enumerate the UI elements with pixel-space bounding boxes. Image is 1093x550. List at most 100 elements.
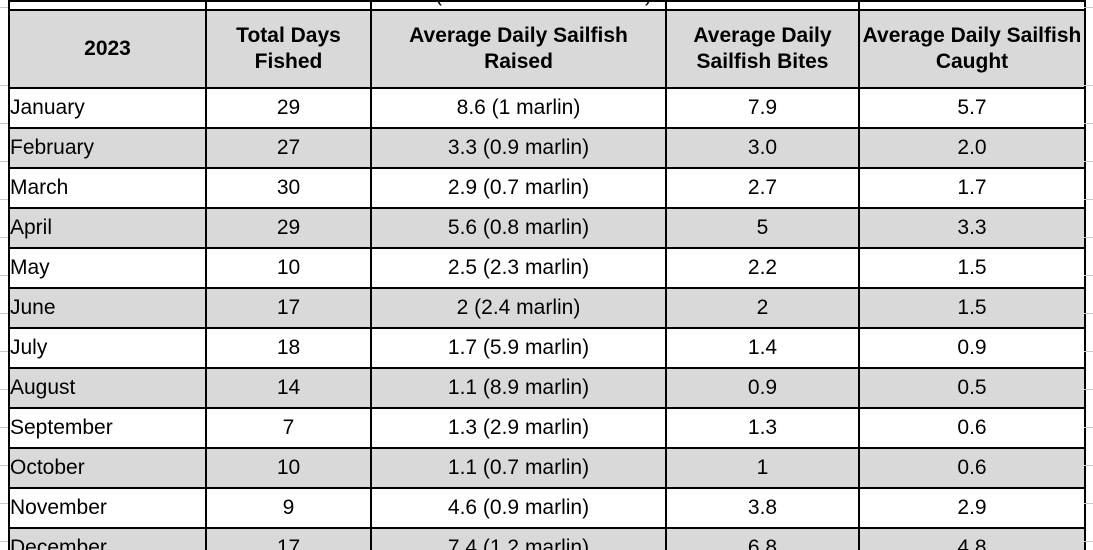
sailfish-caught-cell[interactable]: 3.3 <box>858 207 1086 249</box>
month-row-july: July 18 1.7 (5.9 marlin) 1.4 0.9 <box>8 327 1086 369</box>
month-row-february: February 27 3.3 (0.9 marlin) 3.0 2.0 <box>8 127 1086 169</box>
sailfish-raised-cell[interactable]: 2.9 (0.7 marlin) <box>370 167 667 209</box>
faint-gridline <box>0 237 8 238</box>
sailfish-raised-cell[interactable]: 1.7 (5.9 marlin) <box>370 327 667 369</box>
days-fished-cell[interactable]: 30 <box>205 167 372 209</box>
sailfish-raised-cell[interactable]: 2 (2.4 marlin) <box>370 287 667 329</box>
sailfish-caught-cell[interactable]: 1.7 <box>858 167 1086 209</box>
sailfish-raised-cell[interactable]: 5.6 (0.8 marlin) <box>370 207 667 249</box>
sailfish-raised-cell[interactable]: 1.1 (8.9 marlin) <box>370 367 667 409</box>
faint-gridline <box>0 199 8 200</box>
month-row-june: June 17 2 (2.4 marlin) 2 1.5 <box>8 287 1086 329</box>
faint-gridline <box>1084 503 1093 504</box>
sailfish-bites-cell[interactable]: 7.9 <box>665 87 860 129</box>
sailfish-caught-cell[interactable]: 2.0 <box>858 127 1086 169</box>
sailfish-caught-cell[interactable]: 2.9 <box>858 487 1086 529</box>
month-cell[interactable]: April <box>8 207 207 249</box>
faint-gridline <box>0 275 8 276</box>
clipped-previous-row: ( ) <box>8 0 1086 11</box>
sailfish-raised-cell[interactable]: 1.3 (2.9 marlin) <box>370 407 667 449</box>
faint-gridline <box>0 7 8 8</box>
header-avg-daily-sailfish-raised[interactable]: Average Daily Sailfish Raised <box>370 9 667 89</box>
sailfish-bites-cell[interactable]: 1.4 <box>665 327 860 369</box>
faint-gridline <box>1084 465 1093 466</box>
sailfish-raised-cell[interactable]: 3.3 (0.9 marlin) <box>370 127 667 169</box>
clipped-cell-raised-fragment[interactable]: ( ) <box>370 0 667 11</box>
sailfish-caught-cell[interactable]: 0.6 <box>858 407 1086 449</box>
sailfish-stats-table-2023: ( ) 2023 Total Days Fished Average Daily… <box>8 0 1086 550</box>
sailfish-caught-cell[interactable]: 1.5 <box>858 287 1086 329</box>
month-cell[interactable]: March <box>8 167 207 209</box>
sailfish-raised-cell[interactable]: 2.5 (2.3 marlin) <box>370 247 667 289</box>
faint-gridline <box>1084 427 1093 428</box>
header-avg-daily-sailfish-bites[interactable]: Average Daily Sailfish Bites <box>665 9 860 89</box>
header-avg-daily-sailfish-caught[interactable]: Average Daily Sailfish Caught <box>858 9 1086 89</box>
faint-gridline <box>0 503 8 504</box>
sailfish-bites-cell[interactable]: 1.3 <box>665 407 860 449</box>
faint-gridline <box>1084 351 1093 352</box>
month-cell[interactable]: August <box>8 367 207 409</box>
month-cell[interactable]: December <box>8 527 207 550</box>
sailfish-bites-cell[interactable]: 2.7 <box>665 167 860 209</box>
header-row: 2023 Total Days Fished Average Daily Sai… <box>8 9 1086 89</box>
sailfish-caught-cell[interactable]: 0.6 <box>858 447 1086 489</box>
header-total-days-fished[interactable]: Total Days Fished <box>205 9 372 89</box>
sailfish-raised-cell[interactable]: 1.1 (0.7 marlin) <box>370 447 667 489</box>
month-cell[interactable]: September <box>8 407 207 449</box>
month-row-april: April 29 5.6 (0.8 marlin) 5 3.3 <box>8 207 1086 249</box>
days-fished-cell[interactable]: 7 <box>205 407 372 449</box>
sailfish-caught-cell[interactable]: 0.9 <box>858 327 1086 369</box>
clipped-cell[interactable] <box>665 0 860 11</box>
sailfish-raised-cell[interactable]: 7.4 (1.2 marlin) <box>370 527 667 550</box>
sailfish-caught-cell[interactable]: 5.7 <box>858 87 1086 129</box>
faint-gridline <box>0 313 8 314</box>
days-fished-cell[interactable]: 10 <box>205 247 372 289</box>
sailfish-bites-cell[interactable]: 2 <box>665 287 860 329</box>
faint-gridline <box>0 161 8 162</box>
month-cell[interactable]: November <box>8 487 207 529</box>
sailfish-bites-cell[interactable]: 1 <box>665 447 860 489</box>
sailfish-raised-cell[interactable]: 8.6 (1 marlin) <box>370 87 667 129</box>
month-row-january: January 29 8.6 (1 marlin) 7.9 5.7 <box>8 87 1086 129</box>
month-row-march: March 30 2.9 (0.7 marlin) 2.7 1.7 <box>8 167 1086 209</box>
clipped-cell[interactable] <box>858 0 1086 11</box>
month-cell[interactable]: May <box>8 247 207 289</box>
month-cell[interactable]: June <box>8 287 207 329</box>
days-fished-cell[interactable]: 14 <box>205 367 372 409</box>
days-fished-cell[interactable]: 10 <box>205 447 372 489</box>
faint-gridline <box>0 465 8 466</box>
faint-gridline <box>0 427 8 428</box>
sailfish-bites-cell[interactable]: 6.8 <box>665 527 860 550</box>
sailfish-caught-cell[interactable]: 4.8 <box>858 527 1086 550</box>
days-fished-cell[interactable]: 27 <box>205 127 372 169</box>
days-fished-cell[interactable]: 17 <box>205 287 372 329</box>
days-fished-cell[interactable]: 9 <box>205 487 372 529</box>
clipped-cell[interactable] <box>205 0 372 11</box>
month-cell[interactable]: July <box>8 327 207 369</box>
clipped-cell[interactable] <box>8 0 207 11</box>
month-cell[interactable]: October <box>8 447 207 489</box>
month-cell[interactable]: February <box>8 127 207 169</box>
days-fished-cell[interactable]: 29 <box>205 207 372 249</box>
sailfish-raised-cell[interactable]: 4.6 (0.9 marlin) <box>370 487 667 529</box>
sailfish-bites-cell[interactable]: 3.8 <box>665 487 860 529</box>
faint-gridline <box>0 389 8 390</box>
sailfish-bites-cell[interactable]: 5 <box>665 207 860 249</box>
month-cell[interactable]: January <box>8 87 207 129</box>
sailfish-caught-cell[interactable]: 0.5 <box>858 367 1086 409</box>
sailfish-bites-cell[interactable]: 3.0 <box>665 127 860 169</box>
paren-fragment: ( <box>435 3 442 8</box>
sailfish-bites-cell[interactable]: 0.9 <box>665 367 860 409</box>
faint-gridline <box>1084 275 1093 276</box>
faint-gridline <box>1084 313 1093 314</box>
faint-gridline <box>1084 7 1093 8</box>
days-fished-cell[interactable]: 29 <box>205 87 372 129</box>
sailfish-bites-cell[interactable]: 2.2 <box>665 247 860 289</box>
days-fished-cell[interactable]: 18 <box>205 327 372 369</box>
header-year[interactable]: 2023 <box>8 9 207 89</box>
days-fished-cell[interactable]: 17 <box>205 527 372 550</box>
faint-gridline <box>0 541 8 542</box>
faint-gridline <box>1084 123 1093 124</box>
sailfish-caught-cell[interactable]: 1.5 <box>858 247 1086 289</box>
